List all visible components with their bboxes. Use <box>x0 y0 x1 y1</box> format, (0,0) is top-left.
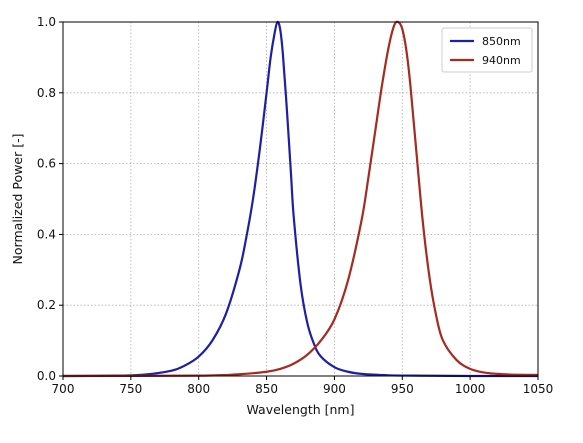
y-tick-label: 0.4 <box>37 227 56 241</box>
x-axis-label: Wavelength [nm] <box>247 402 355 417</box>
legend-label-850nm: 850nm <box>482 35 521 48</box>
y-tick-label: 0.0 <box>37 369 56 383</box>
x-tick-label: 700 <box>52 382 75 396</box>
y-axis-label: Normalized Power [-] <box>10 134 25 265</box>
grid <box>62 21 539 377</box>
series-line-850nm <box>62 20 539 378</box>
axis-ticks: 700 750 800 850 900 950 1000 1050 0.0 0.2 0.4 0.6 0.… <box>37 15 553 396</box>
x-tick-label: 850 <box>255 382 278 396</box>
plot-area-frame <box>62 21 539 377</box>
y-tick-label: 0.2 <box>37 298 56 312</box>
x-tick-label: 1000 <box>455 382 486 396</box>
y-tick-label: 0.6 <box>37 157 56 171</box>
y-tick-label: 0.8 <box>37 86 56 100</box>
series-lines <box>62 20 539 378</box>
y-tick-label: 1.0 <box>37 15 56 29</box>
series-line-940nm <box>62 20 539 378</box>
legend-label-940nm: 940nm <box>482 54 521 67</box>
legend: 850nm 940nm <box>441 27 533 73</box>
x-tick-label: 950 <box>391 382 414 396</box>
x-tick-label: 750 <box>119 382 142 396</box>
x-tick-label: 800 <box>187 382 210 396</box>
x-tick-label: 900 <box>323 382 346 396</box>
x-tick-label: 1050 <box>523 382 554 396</box>
